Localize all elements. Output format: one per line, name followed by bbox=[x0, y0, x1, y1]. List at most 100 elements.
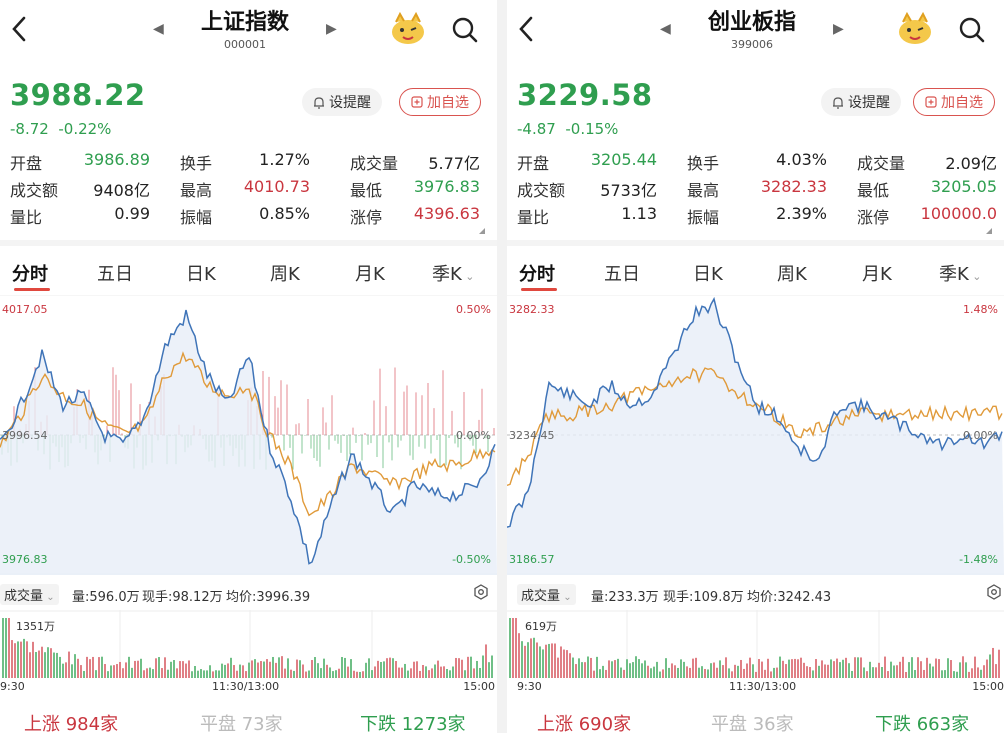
volume-current: 现手:98.12万 bbox=[142, 590, 223, 605]
volume-chart[interactable]: 1351万 bbox=[0, 610, 497, 682]
time-axis: 9:30 11:30/13:00 15:00 bbox=[507, 680, 1004, 694]
decliners-label: 下跌 bbox=[875, 714, 911, 733]
index-panel-sse: ◀ 上证指数 000001 ▶ 3988.22 -8.72 -0.22% 设提醒… bbox=[0, 0, 497, 733]
expand-corner-icon[interactable] bbox=[479, 228, 485, 234]
tab-monthly-k[interactable]: 月K bbox=[862, 264, 892, 285]
tab-weekly-k[interactable]: 周K bbox=[777, 264, 807, 285]
time-axis: 9:30 11:30/13:00 15:00 bbox=[0, 680, 497, 694]
tab-quarterly-k[interactable]: 季K ⌄ bbox=[939, 260, 982, 286]
intraday-chart-svg bbox=[0, 294, 497, 575]
market-breadth: 上涨 690家 平盘 36家 下跌 663家 bbox=[507, 710, 1004, 733]
time-start: 9:30 bbox=[517, 680, 542, 693]
volume-selector[interactable]: 成交量 ⌄ bbox=[517, 584, 576, 605]
set-alert-button[interactable]: 设提醒 bbox=[302, 88, 382, 116]
price-change: -4.87 -0.15% bbox=[517, 120, 618, 138]
add-watchlist-button[interactable]: 加自选 bbox=[399, 88, 481, 116]
advancers: 上涨 984家 bbox=[24, 710, 118, 733]
tab-intraday[interactable]: 分时 bbox=[12, 264, 48, 285]
set-alert-button[interactable]: 设提醒 bbox=[821, 88, 901, 116]
tab-five-day[interactable]: 五日 bbox=[604, 264, 640, 285]
search-icon[interactable] bbox=[451, 16, 479, 44]
stats-grid: 开盘 3205.44 换手 4.03% 成交量 2.09亿 成交额 5733亿 … bbox=[517, 150, 997, 231]
tab-quarterly-label: 季K bbox=[432, 264, 462, 285]
avg-price-line bbox=[507, 367, 1003, 487]
tab-intraday[interactable]: 分时 bbox=[519, 264, 555, 285]
index-panel-chinext: ◀ 创业板指 399006 ▶ 3229.58 -4.87 -0.15% 设提醒… bbox=[507, 0, 1004, 733]
section-divider bbox=[0, 240, 497, 246]
stat-label: 涨停 bbox=[857, 208, 890, 227]
index-title: 上证指数 bbox=[200, 10, 289, 35]
mascot-icon[interactable] bbox=[897, 12, 933, 46]
volume-selector[interactable]: 成交量 ⌄ bbox=[0, 584, 59, 605]
time-end: 15:00 bbox=[972, 680, 1004, 693]
stat-value: 1.27% bbox=[259, 150, 310, 169]
search-icon[interactable] bbox=[958, 16, 986, 44]
chevron-down-icon: ⌄ bbox=[560, 592, 572, 603]
tab-daily-k[interactable]: 日K bbox=[693, 264, 723, 285]
advancers-count: 690家 bbox=[578, 714, 632, 733]
axis-low-label: 3976.83 bbox=[2, 553, 48, 566]
add-watchlist-label: 加自选 bbox=[427, 95, 469, 111]
tab-weekly-k[interactable]: 周K bbox=[270, 264, 300, 285]
decliners: 下跌 663家 bbox=[875, 710, 969, 733]
active-tab-indicator bbox=[14, 288, 50, 291]
stat-label: 成交量 bbox=[857, 154, 906, 173]
volume-chart-svg bbox=[507, 610, 1004, 678]
volume-info-bar: 成交量 ⌄ 量:596.0万 现手:98.12万 均价:3996.39 bbox=[0, 580, 497, 606]
prev-index-arrow-icon[interactable]: ◀ bbox=[660, 21, 671, 37]
stat-label: 换手 bbox=[687, 154, 720, 173]
intraday-chart-svg bbox=[507, 294, 1004, 575]
axis-low-label: 3186.57 bbox=[509, 553, 555, 566]
stat-label: 开盘 bbox=[517, 154, 550, 173]
expand-corner-icon[interactable] bbox=[986, 228, 992, 234]
intraday-chart[interactable]: 4017.05 3996.54 3976.83 0.50% 0.00% -0.5… bbox=[0, 294, 497, 575]
price-line bbox=[507, 296, 1003, 528]
settings-icon[interactable] bbox=[473, 584, 489, 600]
stat-label: 振幅 bbox=[687, 208, 720, 227]
axis-high-label: 4017.05 bbox=[2, 303, 48, 316]
change-percent: -0.22% bbox=[58, 120, 112, 138]
add-watchlist-button[interactable]: 加自选 bbox=[913, 88, 995, 116]
intraday-chart[interactable]: 3282.33 3234.45 3186.57 1.48% 0.00% -1.4… bbox=[507, 294, 1004, 575]
stat-label: 成交量 bbox=[350, 154, 399, 173]
back-arrow-icon[interactable] bbox=[517, 14, 535, 44]
stat-value: 3282.33 bbox=[760, 177, 827, 196]
active-tab-indicator bbox=[521, 288, 557, 291]
stat-value: 100000.0 bbox=[920, 204, 997, 223]
decliners-count: 1273家 bbox=[401, 714, 466, 733]
stat-value: 5.77亿 bbox=[428, 154, 480, 173]
unchanged-count: 36家 bbox=[752, 714, 794, 733]
stat-label: 最高 bbox=[687, 181, 720, 200]
settings-icon[interactable] bbox=[986, 584, 1002, 600]
chevron-down-icon: ⌄ bbox=[968, 270, 982, 283]
stat-label: 最高 bbox=[180, 181, 213, 200]
next-index-arrow-icon[interactable]: ▶ bbox=[326, 21, 337, 37]
stat-value: 2.39% bbox=[776, 204, 827, 223]
axis-pct-low-label: -0.50% bbox=[452, 553, 491, 566]
index-code: 000001 bbox=[224, 38, 266, 51]
plus-box-icon bbox=[925, 96, 937, 108]
prev-index-arrow-icon[interactable]: ◀ bbox=[153, 21, 164, 37]
tab-five-day[interactable]: 五日 bbox=[97, 264, 133, 285]
price-change: -8.72 -0.22% bbox=[10, 120, 111, 138]
volume-total: 量:596.0万 bbox=[72, 590, 140, 605]
chart-tabs: 分时 五日 日K 周K 月K 季K ⌄ bbox=[507, 252, 1004, 292]
stats-row: 开盘 3986.89 换手 1.27% 成交量 5.77亿 bbox=[10, 150, 480, 177]
axis-mid-label: 3234.45 bbox=[509, 429, 555, 442]
volume-chart[interactable]: 619万 bbox=[507, 610, 1004, 682]
tab-quarterly-k[interactable]: 季K ⌄ bbox=[432, 260, 475, 286]
stats-row: 成交额 9408亿 最高 4010.73 最低 3976.83 bbox=[10, 177, 480, 204]
next-index-arrow-icon[interactable]: ▶ bbox=[833, 21, 844, 37]
stats-row: 成交额 5733亿 最高 3282.33 最低 3205.05 bbox=[517, 177, 997, 204]
stat-value: 3205.44 bbox=[590, 150, 657, 169]
tab-monthly-k[interactable]: 月K bbox=[355, 264, 385, 285]
current-price: 3229.58 bbox=[517, 78, 653, 112]
axis-pct-mid-label: 0.00% bbox=[456, 429, 491, 442]
volume-info-bar: 成交量 ⌄ 量:233.3万 现手:109.8万 均价:3242.43 bbox=[507, 580, 1004, 606]
mascot-icon[interactable] bbox=[390, 12, 426, 46]
tab-daily-k[interactable]: 日K bbox=[186, 264, 216, 285]
back-arrow-icon[interactable] bbox=[10, 14, 28, 44]
price-area bbox=[507, 298, 1004, 575]
stats-row: 开盘 3205.44 换手 4.03% 成交量 2.09亿 bbox=[517, 150, 997, 177]
section-divider bbox=[507, 240, 1004, 246]
